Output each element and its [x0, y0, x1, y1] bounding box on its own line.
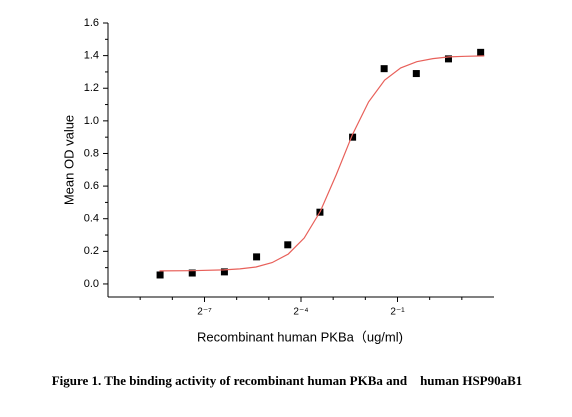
y-tick-label: 1.4: [84, 50, 99, 62]
y-axis-title: Mean OD value: [61, 115, 76, 205]
y-tick-label: 0.8: [84, 147, 99, 159]
data-point: [284, 241, 292, 249]
data-point: [412, 70, 420, 78]
data-point: [253, 253, 261, 261]
y-tick-label: 0.6: [84, 180, 99, 192]
y-tick-label: 1.2: [84, 82, 99, 94]
data-point: [477, 48, 485, 56]
data-point: [349, 133, 357, 141]
data-point: [444, 55, 452, 63]
data-point: [380, 65, 388, 73]
data-point: [156, 271, 164, 279]
y-tick-label: 0.4: [84, 213, 99, 225]
y-tick-label: 1.6: [84, 17, 99, 29]
fit-curve: [159, 55, 485, 272]
x-tick-label: 2⁻⁴: [293, 307, 308, 318]
x-axis-title: Recombinant human PKBa（ug/ml): [197, 329, 403, 344]
x-tick-label: 2⁻⁷: [197, 307, 212, 318]
y-tick-label: 0.2: [84, 245, 99, 257]
data-point: [220, 268, 228, 276]
y-tick-label: 0.0: [84, 278, 99, 290]
x-tick-label: 2⁻¹: [390, 307, 405, 318]
data-point: [188, 269, 196, 277]
y-tick-label: 1.0: [84, 115, 99, 127]
figure-caption: Figure 1. The binding activity of recomb…: [52, 373, 523, 388]
